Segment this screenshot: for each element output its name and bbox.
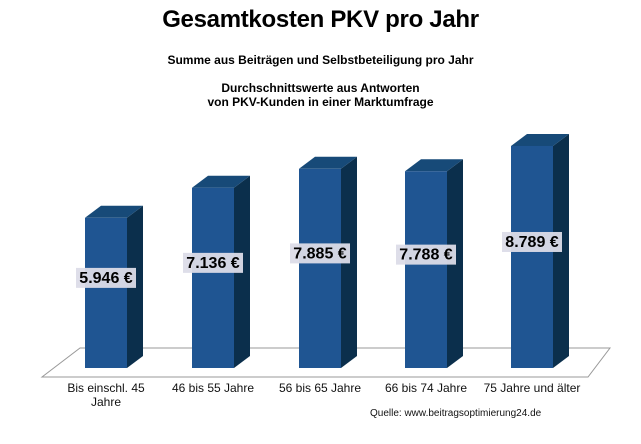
chart-note-line-1: Durchschnittswerte aus Antworten xyxy=(221,81,420,95)
category-label: 56 bis 65 Jahre xyxy=(279,381,361,395)
bar-top xyxy=(405,159,463,172)
value-label: 8.789 € xyxy=(505,234,558,251)
bar xyxy=(85,217,127,368)
category-label: 75 Jahre und älter xyxy=(484,381,581,395)
bar-top xyxy=(299,156,357,169)
source-note: Quelle: www.beitragsoptimierung24.de xyxy=(370,408,542,419)
bar-top xyxy=(511,133,569,146)
bar xyxy=(511,145,553,368)
category-label: Bis einschl. 45 Jahre xyxy=(67,381,145,409)
bar-group: 7.885 € 56 bis 65 Jahre xyxy=(279,156,361,395)
value-label-bg xyxy=(396,244,456,265)
bar-top xyxy=(85,205,143,218)
category-label: 46 bis 55 Jahre xyxy=(172,381,254,395)
category-label: 66 bis 74 Jahre xyxy=(385,381,467,395)
chart-note-line-2: von PKV-Kunden in einer Marktumfrage xyxy=(207,95,434,109)
value-label: 7.136 € xyxy=(186,255,239,272)
bar-group: 5.946 € Bis einschl. 45 Jahre xyxy=(67,205,145,409)
value-label: 5.946 € xyxy=(79,270,132,287)
value-label-bg xyxy=(290,243,350,264)
chart-subtitle: Summe aus Beiträgen und Selbstbeteiligun… xyxy=(167,53,474,67)
value-label: 7.885 € xyxy=(293,245,346,262)
bar xyxy=(299,168,341,368)
value-label-bg xyxy=(183,252,243,273)
chart-title: Gesamtkosten PKV pro Jahr xyxy=(162,6,479,33)
value-label-bg xyxy=(502,231,562,252)
bar xyxy=(405,171,447,368)
bar-group: 7.788 € 66 bis 74 Jahre xyxy=(385,159,467,395)
bar-group: 7.136 € 46 bis 55 Jahre xyxy=(172,175,254,395)
bar-top xyxy=(192,175,250,188)
value-label: 7.788 € xyxy=(399,247,452,264)
bar xyxy=(192,187,234,368)
bar-group: 8.789 € 75 Jahre und älter xyxy=(484,133,581,395)
value-label-bg xyxy=(76,267,136,288)
